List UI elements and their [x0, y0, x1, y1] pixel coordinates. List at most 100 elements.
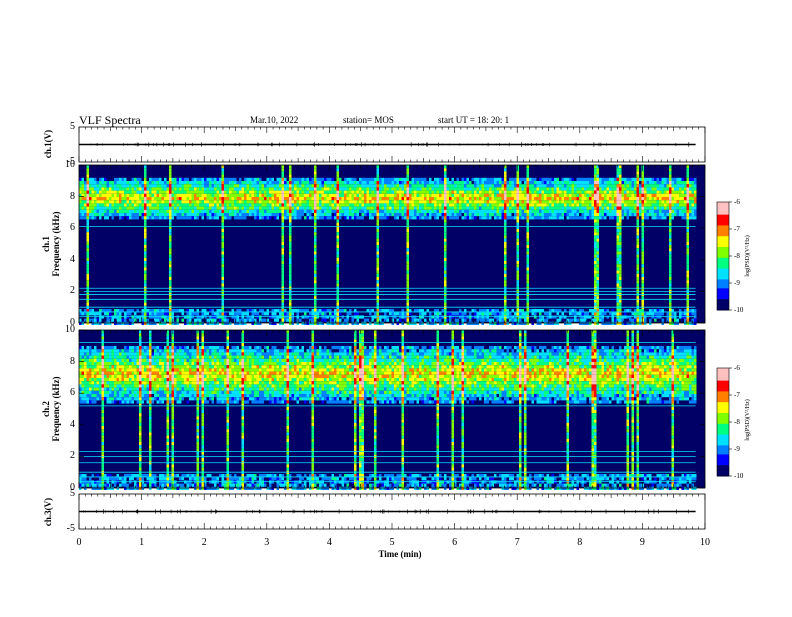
spectrogram-cell — [329, 178, 332, 181]
spectrogram-cell — [202, 210, 205, 213]
spectrogram-cell — [209, 210, 212, 213]
spectrogram-cell — [169, 168, 172, 171]
spectrogram-cell — [222, 274, 225, 277]
spectrogram-cell — [282, 255, 285, 258]
spectrogram-cell — [492, 210, 495, 213]
spectrogram-cell — [117, 319, 120, 322]
spectrogram-cell — [589, 203, 592, 206]
spectrogram-cell — [82, 216, 85, 219]
spectrogram-cell — [522, 184, 525, 187]
spectrogram-cell — [314, 303, 317, 306]
spectrogram-cell — [602, 194, 605, 197]
spectrogram-cell — [354, 207, 357, 210]
spectrogram-cell — [617, 239, 620, 242]
spectrogram-cell — [504, 264, 507, 267]
spectrogram-cell — [412, 197, 415, 200]
spectrogram-cell — [187, 197, 190, 200]
spectrogram-cell — [537, 197, 540, 200]
spectrogram-cell — [554, 200, 557, 203]
spectrogram-cell — [629, 178, 632, 181]
spectrogram-cell — [344, 210, 347, 213]
spectrogram-cell — [362, 197, 365, 200]
spectrogram-cell — [617, 194, 620, 197]
spectrogram-cell — [454, 312, 457, 315]
spectrogram-cell — [94, 312, 97, 315]
spectrogram-cell — [244, 194, 247, 197]
spectrogram-cell — [512, 187, 515, 190]
spectrogram-cell — [102, 178, 105, 181]
spectrogram-cell — [652, 184, 655, 187]
spectrogram-cell — [359, 184, 362, 187]
spectrogram-cell — [387, 203, 390, 206]
spectrogram-cell — [94, 181, 97, 184]
spectrogram-cell — [452, 216, 455, 219]
spectrogram-cell — [219, 181, 222, 184]
spectrogram-cell — [407, 267, 410, 270]
spectrogram-cell — [694, 216, 697, 219]
spectrogram-cell — [622, 200, 625, 203]
spectrogram-cell — [354, 191, 357, 194]
spectrogram-cell — [337, 235, 340, 238]
spectrogram-cell — [132, 197, 135, 200]
spectrogram-cell — [574, 213, 577, 216]
spectrogram-cell — [87, 261, 90, 264]
spectrogram-cell — [594, 299, 597, 302]
spectrogram-cell — [117, 181, 120, 184]
spectrogram-cell — [294, 191, 297, 194]
spectrogram-cell — [574, 184, 577, 187]
spectrogram-cell — [439, 207, 442, 210]
spectrogram-cell — [229, 312, 232, 315]
spectrogram-cell — [337, 312, 340, 315]
spectrogram-cell — [679, 200, 682, 203]
spectrogram-cell — [652, 210, 655, 213]
spectrogram-cell — [397, 191, 400, 194]
spectrogram-cell — [617, 165, 620, 168]
spectrogram-cell — [407, 251, 410, 254]
spectrogram-cell — [689, 187, 692, 190]
spectrogram-cell — [87, 394, 90, 397]
spectrogram-cell — [189, 200, 192, 203]
spectrogram-cell — [137, 216, 140, 219]
spectrogram-cell — [412, 213, 415, 216]
spectrogram-cell — [529, 187, 532, 190]
spectrogram-cell — [89, 394, 92, 397]
spectrogram-cell — [312, 200, 315, 203]
spectrogram-cell — [504, 239, 507, 242]
spectrogram-cell — [112, 319, 115, 322]
spectrogram-cell — [144, 178, 147, 181]
spectrogram-cell — [407, 175, 410, 178]
spectrogram-cell — [684, 312, 687, 315]
spectrogram-cell — [677, 194, 680, 197]
spectrogram-cell — [314, 207, 317, 210]
spectrogram-cell — [289, 203, 292, 206]
spectrogram-cell — [542, 184, 545, 187]
spectrogram-cell — [529, 213, 532, 216]
spectrogram-cell — [549, 213, 552, 216]
spectrogram-cell — [329, 200, 332, 203]
spectrogram-cell — [527, 242, 530, 245]
spectrogram-cell — [269, 187, 272, 190]
spectrogram-cell — [619, 181, 622, 184]
spectrogram-cell — [89, 375, 92, 378]
spectrogram-cell — [599, 178, 602, 181]
spectrogram-cell — [622, 178, 625, 181]
spectrogram-cell — [574, 197, 577, 200]
spectrogram-cell — [159, 178, 162, 181]
spectrogram-cell — [302, 191, 305, 194]
spectrogram-cell — [289, 184, 292, 187]
spectrogram-cell — [619, 168, 622, 171]
spectrogram-cell — [509, 191, 512, 194]
spectrogram-cell — [637, 181, 640, 184]
spectrogram-cell — [82, 372, 85, 375]
spectrogram-cell — [554, 194, 557, 197]
spectrogram-cell — [592, 191, 595, 194]
spectrogram-cell — [597, 175, 600, 178]
spectrogram-cell — [592, 178, 595, 181]
spectrogram-cell — [649, 203, 652, 206]
spectrogram-cell — [489, 187, 492, 190]
spectrogram-cell — [337, 283, 340, 286]
spectrogram-cell — [167, 194, 170, 197]
spectrogram-cell — [287, 200, 290, 203]
spectrogram-cell — [524, 210, 527, 213]
spectrogram-cell — [507, 181, 510, 184]
